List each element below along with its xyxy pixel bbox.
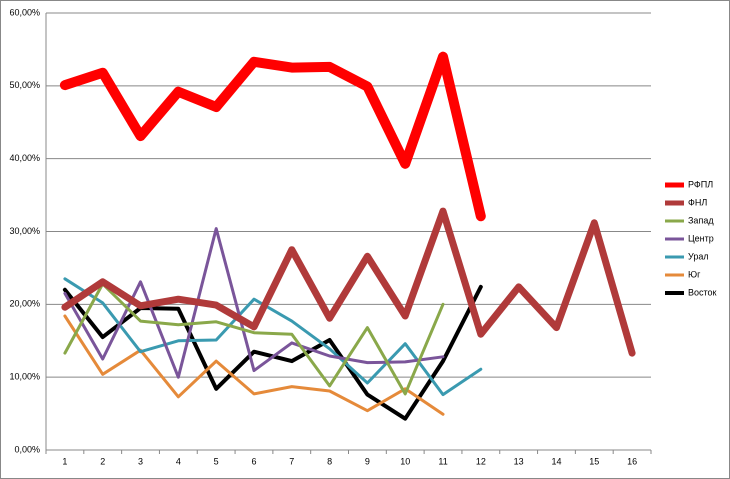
x-tick-label: 9	[365, 456, 370, 466]
x-tick-label: 11	[438, 456, 447, 466]
series-line	[61, 207, 636, 357]
legend-label: ФНЛ	[688, 197, 707, 207]
x-tick-label: 3	[138, 456, 143, 466]
y-tick-label: 50,00%	[9, 80, 40, 90]
y-tick-label: 0,00%	[14, 444, 40, 454]
x-tick-label: 2	[100, 456, 105, 466]
y-tick-label: 10,00%	[9, 372, 40, 382]
y-tick-label: 20,00%	[9, 299, 40, 309]
x-tick-label: 7	[289, 456, 294, 466]
legend-label: Урал	[688, 251, 709, 261]
x-tick-label: 6	[251, 456, 256, 466]
x-tick-label: 13	[514, 456, 524, 466]
legend-label: РФПЛ	[688, 179, 713, 189]
legend-label: Запад	[688, 215, 714, 225]
x-tick-label: 12	[476, 456, 486, 466]
y-tick-label: 30,00%	[9, 226, 40, 236]
x-tick-label: 5	[214, 456, 219, 466]
x-tick-label: 14	[551, 456, 561, 466]
legend-label: Центр	[688, 233, 714, 243]
series-line	[59, 51, 486, 222]
x-tick-label: 15	[589, 456, 599, 466]
y-tick-label: 40,00%	[9, 153, 40, 163]
x-tick-label: 4	[176, 456, 181, 466]
y-tick-label: 60,00%	[9, 7, 40, 17]
series-line	[63, 282, 445, 396]
x-tick-label: 1	[62, 456, 67, 466]
legend-label: Юг	[688, 269, 701, 279]
series-line	[63, 277, 483, 397]
x-tick-label: 8	[327, 456, 332, 466]
legend-label: Восток	[688, 287, 717, 297]
x-tick-label: 10	[400, 456, 410, 466]
x-tick-label: 16	[627, 456, 637, 466]
series-line	[63, 314, 445, 416]
